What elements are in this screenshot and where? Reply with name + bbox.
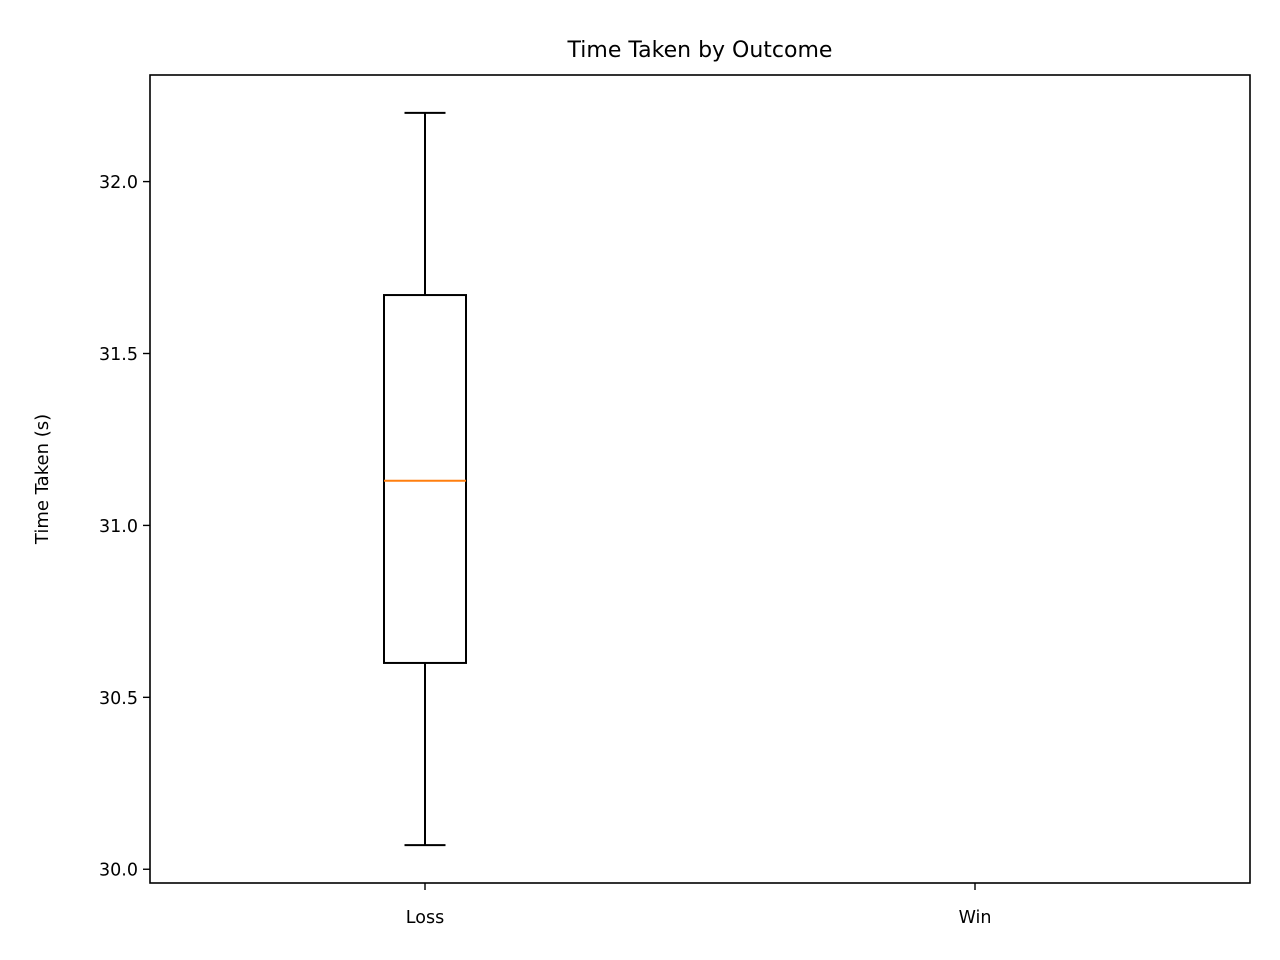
y-axis-title: Time Taken (s) <box>32 414 53 545</box>
y-tick-label: 31.0 <box>99 517 138 537</box>
plot-frame <box>149 74 1251 884</box>
y-tick-label: 32.0 <box>99 173 138 193</box>
y-tick-label: 30.0 <box>99 861 138 881</box>
x-tick-label: Loss <box>406 908 444 928</box>
x-tick-label: Win <box>959 908 992 928</box>
chart-title: Time Taken by Outcome <box>567 38 833 63</box>
box-body <box>383 294 467 664</box>
y-tick-label: 31.5 <box>99 345 138 365</box>
plot-area: 30.0 30.5 31.0 31.5 32.0 Loss Win <box>99 111 992 928</box>
y-tick-label: 30.5 <box>99 689 138 709</box>
